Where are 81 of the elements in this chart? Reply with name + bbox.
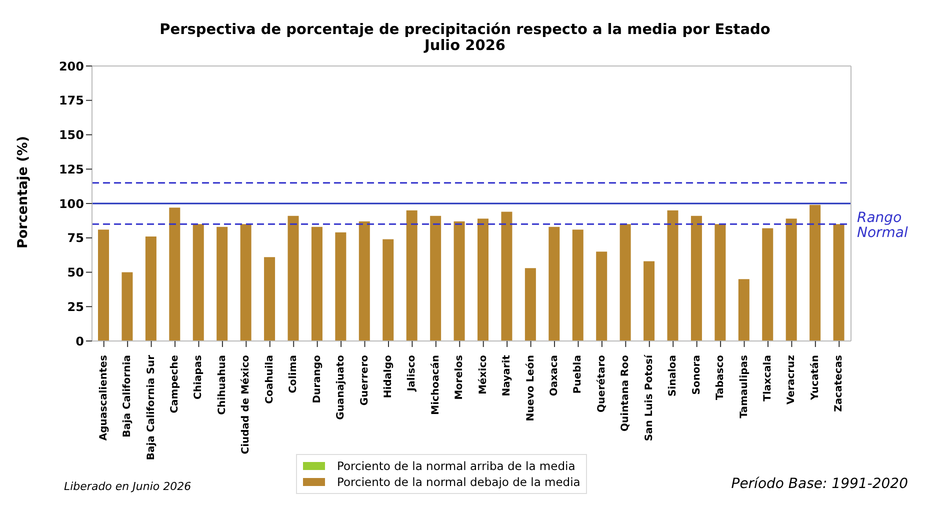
x-tick-label: Guerrero [359,354,370,406]
bar [430,216,442,341]
bar [122,272,133,341]
x-tick-label: Sinaloa [668,355,679,397]
legend-label: Porciento de la normal debajo de la media [337,474,580,490]
bar [358,221,370,341]
x-tick-label: Tlaxcala [762,355,774,402]
bar [810,204,821,341]
bar [311,226,322,341]
chart-title: Perspectiva de porcentaje de precipitación respecto a la media por Estado [158,22,772,38]
bar [406,210,418,341]
bar [524,268,536,341]
x-tick-label: Baja California [122,355,134,438]
x-tick-label: Jalisco [406,354,418,392]
bar [288,216,299,341]
y-tick-label: 100 [58,196,84,211]
bar [454,221,465,341]
x-tick-label: San Luis Potosí [644,354,655,442]
x-tick-label: México [478,354,489,394]
y-axis-title: Porcentaje (%) [14,136,31,248]
x-tick-label: Chihuahua [216,355,228,415]
x-tick-label: Tamaulipas [738,354,750,418]
y-tick-label: 175 [58,94,84,108]
x-tick-label: Oaxaca [549,355,560,396]
bar [98,230,109,341]
bar [264,257,276,341]
x-tick-label: Yucatán [810,355,821,401]
x-tick-label: Durango [312,354,323,404]
x-tick-label: Aguascalientes [98,354,110,441]
bar [548,226,560,341]
x-tick-label: Ciudad de México [240,354,252,454]
bar [216,226,228,341]
x-tick-label: Michoacán [430,355,442,415]
bar [478,218,488,341]
x-tick-label: Chiapas [193,354,204,400]
y-tick-label: 0 [76,334,84,348]
bar [690,216,702,341]
bar [145,236,156,341]
x-tick-label: Veracruz [786,354,798,404]
x-tick-label: Querétaro [596,354,608,412]
bar [620,224,631,341]
bar [786,218,797,341]
bar [169,208,180,341]
bar [382,239,394,341]
y-tick-label: 50 [67,266,84,280]
bar [572,230,584,341]
bar [762,228,774,341]
x-tick-label: Coahuila [264,355,276,404]
y-tick-label: 75 [67,231,84,246]
bar [833,224,844,341]
y-tick-label: 200 [58,59,84,74]
chart-subtitle: Julio 2026 [422,38,507,54]
x-tick-label: Quintana Roo [620,354,632,432]
x-tick-label: Zacatecas [834,354,845,412]
y-tick-label: 25 [67,300,84,314]
x-tick-label: Colima [288,355,300,394]
text: Período Base: 1991-2020 [731,476,908,492]
x-tick-label: Sonora [691,355,702,395]
bar [667,210,678,341]
bar [738,279,750,341]
x-tick-label: Baja California Sur [146,354,157,460]
x-tick-label: Nuevo León [525,355,536,422]
bar [501,212,512,341]
x-tick-label: Morelos [454,354,466,400]
text: Liberado en Junio 2026 [64,480,192,493]
bar [714,224,726,341]
bar [192,224,204,341]
bar [335,232,346,341]
y-tick-label: 125 [58,162,84,176]
ref-line-label: Rango Normal [857,210,908,242]
x-tick-label: Guanajuato [336,354,347,420]
x-tick-label: Hidalgo [382,354,394,398]
x-tick-label: Nayarit [502,354,513,396]
x-tick-label: Campeche [170,354,181,414]
legend-label: Porciento de la normal arriba de la media [337,458,576,474]
bar [596,252,608,341]
bar [644,261,655,341]
x-tick-label: Puebla [572,355,584,394]
x-tick-label: Tabasco [715,354,726,400]
bar [240,224,252,341]
y-tick-label: 150 [58,128,84,142]
